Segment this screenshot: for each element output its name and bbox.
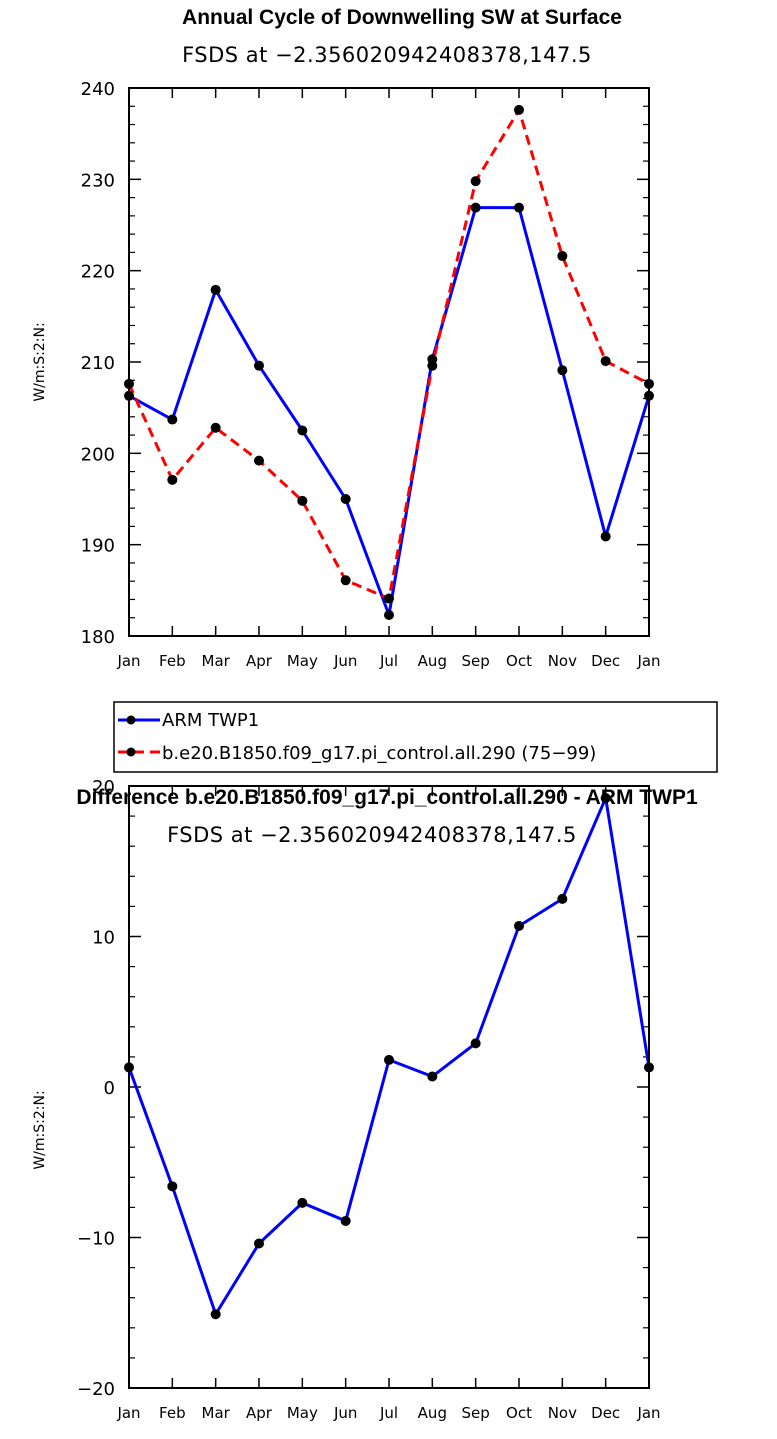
- chart2-series-1-point: [340, 1215, 351, 1226]
- chart1-y-tick-label: 180: [81, 627, 115, 648]
- chart2-x-tick-label: Jan: [636, 1404, 660, 1422]
- chart1-series-2-point: [210, 422, 221, 433]
- chart1-series-2-point: [557, 251, 568, 262]
- chart2-series-1-point: [297, 1197, 308, 1208]
- chart2-ylabel: W/m:S:2:N:: [32, 1090, 48, 1169]
- chart2-series-1-point: [557, 893, 568, 904]
- chart2-series-1-point: [600, 793, 611, 804]
- chart1-x-tick-label: Mar: [202, 652, 231, 670]
- chart2-y-tick-label: −10: [77, 1229, 115, 1250]
- chart2-series-1-point: [427, 1071, 438, 1082]
- chart2-x-tick-label: Apr: [246, 1404, 273, 1422]
- legend-label-series-1: ARM TWP1: [162, 710, 259, 731]
- chart1-x-tick-label: Jan: [116, 652, 140, 670]
- chart1-x-tick-label: Dec: [591, 652, 620, 670]
- chart2-y-tick-label: −20: [77, 1379, 115, 1400]
- chart2-series-1-point: [210, 1309, 221, 1320]
- legend-box: [113, 701, 718, 773]
- chart1-series-2-point: [600, 356, 611, 367]
- chart1-ylabel: W/m:S:2:N:: [32, 322, 48, 401]
- chart1-x-tick-label: Feb: [159, 652, 186, 670]
- chart2-x-tick-label: Jan: [116, 1404, 140, 1422]
- chart1-title: Annual Cycle of Downwelling SW at Surfac…: [182, 6, 622, 29]
- chart1-series-2-point: [297, 495, 308, 506]
- chart2-x-tick-label: Nov: [548, 1404, 577, 1422]
- legend-marker-series-1: [126, 715, 136, 725]
- chart1-series-1-point: [557, 365, 568, 376]
- chart1-y-tick-label: 240: [81, 79, 115, 100]
- chart1-subtitle: FSDS at −2.356020942408378,147.5: [182, 43, 592, 67]
- chart1-x-tick-label: Apr: [246, 652, 273, 670]
- legend: ARM TWP1 b.e20.B1850.f09_g17.pi_control.…: [113, 701, 718, 773]
- chart1-series-1-point: [254, 360, 264, 371]
- chart1-series-2-point: [254, 455, 264, 466]
- chart1-x-tick-label: Sep: [462, 652, 490, 670]
- chart1-series-2-point: [427, 360, 438, 371]
- legend-label-series-2: b.e20.B1850.f09_g17.pi_control.all.290 (…: [162, 743, 596, 764]
- chart1-series-1-point: [210, 284, 221, 295]
- chart1-series-1-point: [384, 609, 394, 620]
- chart2-plot-frame: [128, 785, 650, 1389]
- chart2-series-1-point: [514, 920, 524, 931]
- chart2-x-tick-label: Jul: [379, 1404, 398, 1422]
- chart1-x-tick-label: Aug: [418, 652, 447, 670]
- chart1-y-tick-label: 190: [81, 536, 115, 557]
- chart1-series-1-point: [340, 494, 351, 504]
- chart1-y-tick-label: 230: [81, 170, 115, 191]
- chart1-series-1-point: [167, 414, 178, 425]
- chart2-series-1-point: [470, 1038, 481, 1049]
- chart2-x-tick-label: Jun: [333, 1404, 357, 1422]
- chart1-series-1-line: [128, 206, 651, 617]
- chart1-series-2-line: [127, 108, 650, 601]
- chart2-x-tick-label: Mar: [202, 1404, 231, 1422]
- chart2-y-tick-label: 20: [92, 777, 115, 798]
- chart1-y-tick-label: 210: [81, 353, 115, 374]
- chart2-x-tick-label: Feb: [159, 1404, 186, 1422]
- chart1-series-1-point: [514, 202, 524, 213]
- chart1-series-2-point: [384, 593, 394, 604]
- chart1-y-tick-label: 220: [81, 262, 115, 283]
- chart1-series-1-point: [297, 425, 308, 436]
- chart1-series-1-point: [600, 531, 611, 542]
- chart1-x-tick-label: Jan: [636, 652, 660, 670]
- chart2-series-1-point: [167, 1181, 178, 1192]
- chart2-x-tick-label: May: [287, 1404, 318, 1422]
- chart1-series-2-point: [514, 104, 524, 115]
- chart1-series-2-point: [470, 176, 481, 187]
- chart2-y-tick-label: 0: [104, 1078, 115, 1099]
- chart2-title: Difference b.e20.B1850.f09_g17.pi_contro…: [76, 786, 698, 809]
- chart2-series-1-point: [254, 1238, 264, 1249]
- chart2-x-tick-label: Oct: [506, 1404, 532, 1422]
- chart2-subtitle: FSDS at −2.356020942408378,147.5: [167, 823, 577, 847]
- chart1-x-tick-label: May: [287, 652, 318, 670]
- chart2-x-tick-label: Aug: [418, 1404, 447, 1422]
- chart1-x-tick-label: Oct: [506, 652, 532, 670]
- chart1-x-tick-label: Nov: [548, 652, 577, 670]
- chart1-series-1-point: [470, 202, 481, 213]
- chart1-series-2-point: [167, 474, 178, 485]
- chart1-x-tick-label: Jul: [379, 652, 398, 670]
- chart1-series-2-point: [340, 575, 351, 586]
- legend-marker-series-2: [126, 747, 136, 757]
- chart1-y-tick-label: 200: [81, 444, 115, 465]
- chart2-x-tick-label: Sep: [462, 1404, 490, 1422]
- chart2-x-tick-label: Dec: [591, 1404, 620, 1422]
- chart1-x-tick-label: Jun: [333, 652, 357, 670]
- chart2-series-1-point: [384, 1054, 394, 1065]
- chart1-plot-frame: [128, 87, 650, 637]
- chart2-y-tick-label: 10: [92, 928, 115, 949]
